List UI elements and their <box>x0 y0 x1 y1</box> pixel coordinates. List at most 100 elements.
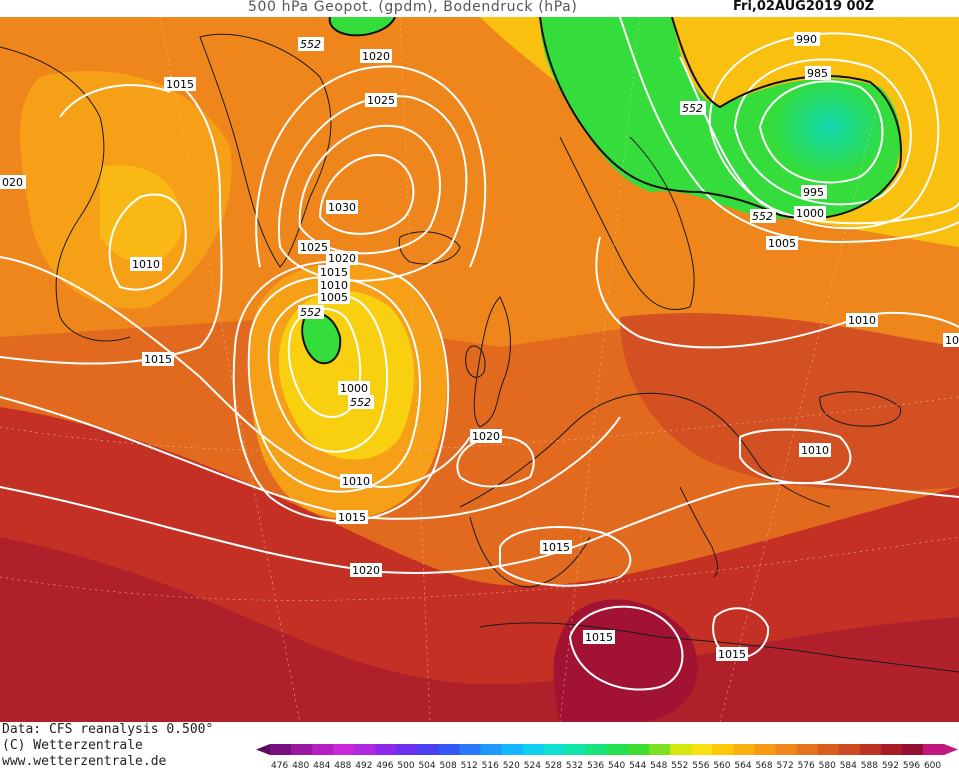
colorbar-swatch <box>880 744 903 755</box>
field-europe-red <box>620 313 959 491</box>
colorbar-swatch <box>901 744 924 755</box>
contour-552-northeast <box>539 17 902 220</box>
footer: Data: CFS reanalysis 0.500° (C) Wetterze… <box>0 722 959 770</box>
colorbar-swatch <box>922 744 945 755</box>
colorbar-tick-label: 584 <box>840 761 857 770</box>
colorbar-tick-label: 568 <box>755 761 772 770</box>
svg-text:1020: 1020 <box>328 252 356 265</box>
isobar-1015-south <box>0 396 621 520</box>
isobar-1015-tl <box>59 84 171 118</box>
colorbar-tick-label: 536 <box>587 761 604 770</box>
colorbar-tick-label: 500 <box>397 761 414 770</box>
colorbar-swatch <box>459 744 482 755</box>
label-552-ne: 552 <box>680 101 706 115</box>
colorbar-tick-label: 492 <box>355 761 372 770</box>
svg-text:1010: 1010 <box>848 314 876 327</box>
colorbar-swatch <box>438 744 461 755</box>
label-1005-low: 1005 <box>318 290 350 304</box>
colorbar-swatch <box>628 744 650 755</box>
svg-text:1015: 1015 <box>320 266 348 279</box>
isobar-985 <box>758 80 884 184</box>
colorbar-tick-label: 588 <box>861 761 878 770</box>
label-1010-low: 1010 <box>318 278 350 292</box>
copyright-text: (C) Wetterzentrale <box>2 738 143 753</box>
label-1025-mid: 1025 <box>298 240 330 254</box>
svg-text:1005: 1005 <box>320 291 348 304</box>
label-552-top: 552 <box>298 37 324 51</box>
header-bar: 500 hPa Geopot. (gpdm), Bodendruck (hPa)… <box>0 0 959 17</box>
colorbar-swatch <box>712 744 734 755</box>
colorbar-tick-label: 600 <box>924 761 941 770</box>
colorbar-swatch <box>417 744 439 755</box>
svg-text:1010: 1010 <box>320 279 348 292</box>
colorbar-swatch <box>501 744 524 755</box>
colorbar-tick-label: 580 <box>819 761 836 770</box>
isobar-high-greenland-3 <box>277 95 468 282</box>
map-date: Fri,02AUG2019 00Z <box>733 0 875 14</box>
coast-uk <box>473 296 511 428</box>
label-985: 985 <box>805 66 831 80</box>
isobar-1015-iberia <box>499 526 632 587</box>
colorbar-tick-label: 564 <box>734 761 751 770</box>
colorbar-arrow-left <box>256 744 270 755</box>
label-1020-mid: 1020 <box>326 251 358 265</box>
colorbar-swatch <box>312 744 334 755</box>
svg-text:990: 990 <box>796 33 817 46</box>
colorbar-swatch <box>270 744 292 755</box>
colorbar-swatch <box>543 744 566 755</box>
svg-text:552: 552 <box>300 306 321 319</box>
label-1015-africa: 1015 <box>583 630 615 644</box>
colorbar-swatch <box>291 744 313 755</box>
svg-text:1020: 1020 <box>362 50 390 63</box>
trough-region-atlantic <box>302 313 341 364</box>
svg-text:1025: 1025 <box>367 94 395 107</box>
colorbar-swatch <box>754 744 776 755</box>
svg-text:020: 020 <box>2 176 23 189</box>
colorbar-swatch <box>564 744 587 755</box>
svg-text:1015: 1015 <box>338 511 366 524</box>
label-552-low2: 552 <box>348 395 374 409</box>
svg-text:995: 995 <box>803 186 824 199</box>
svg-text:1015: 1015 <box>542 541 570 554</box>
label-1010-south: 1010 <box>340 474 372 488</box>
svg-text:1020: 1020 <box>472 430 500 443</box>
label-1020-top: 1020 <box>360 49 392 63</box>
colorbar-tick-label: 476 <box>271 761 288 770</box>
weather-map: 1020 1025 1030 1025 1020 1015 1010 1005 … <box>0 17 959 722</box>
label-1015-africa2: 1015 <box>716 647 748 661</box>
colorbar-swatch <box>585 744 608 755</box>
colorbar-tick-label: 540 <box>608 761 625 770</box>
svg-text:1010: 1010 <box>342 475 370 488</box>
colorbar-tick-label: 528 <box>545 761 562 770</box>
colorbar-tick-label: 516 <box>482 761 499 770</box>
label-edge-east: 10 <box>943 333 959 347</box>
coastlines <box>0 33 959 673</box>
colorbar-swatch <box>859 744 882 755</box>
svg-text:1020: 1020 <box>352 564 380 577</box>
label-1020-south: 1020 <box>350 563 382 577</box>
isobar-1015-africa2 <box>712 607 770 659</box>
colorbar-tick-label: 496 <box>376 761 393 770</box>
data-source-text: Data: CFS reanalysis 0.500° <box>2 722 214 737</box>
label-1015-med: 1015 <box>540 540 572 554</box>
colorbar-tick-label: 488 <box>334 761 351 770</box>
colorbar-tick-label: 484 <box>313 761 330 770</box>
svg-text:1025: 1025 <box>300 241 328 254</box>
label-552-ne2: 552 <box>750 209 776 223</box>
colorbar-tick-label: 572 <box>777 761 794 770</box>
coast-canada <box>0 46 131 342</box>
svg-text:10: 10 <box>945 334 959 347</box>
colorbar-swatch <box>733 744 755 755</box>
colorbar-swatch <box>396 744 418 755</box>
label-1015-south: 1015 <box>336 510 368 524</box>
field-south-dark <box>0 537 959 722</box>
svg-text:1015: 1015 <box>166 78 194 91</box>
isobar-990 <box>733 58 912 206</box>
label-1020-bay: 1020 <box>470 429 502 443</box>
colorbar-tick-label: 556 <box>692 761 709 770</box>
label-1015-west: 1015 <box>142 352 174 366</box>
svg-text:1005: 1005 <box>768 237 796 250</box>
isobar-1020-greenland <box>255 65 487 268</box>
label-1015-tl: 1015 <box>164 77 196 91</box>
contour-552-greenland <box>328 17 396 37</box>
